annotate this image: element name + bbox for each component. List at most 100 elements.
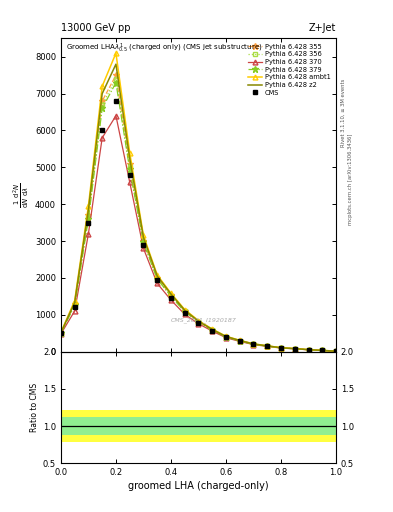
Pythia 6.428 379 <box>182 309 187 315</box>
Line: Pythia 6.428 356: Pythia 6.428 356 <box>59 76 338 354</box>
Pythia 6.428 370 <box>114 113 118 119</box>
CMS <box>155 276 160 283</box>
Pythia 6.428 355 <box>100 98 105 104</box>
Pythia 6.428 ambt1 <box>237 337 242 344</box>
Pythia 6.428 ambt1 <box>141 232 146 239</box>
Pythia 6.428 ambt1 <box>265 343 270 349</box>
CMS <box>86 220 91 226</box>
Pythia 6.428 ambt1 <box>251 341 256 347</box>
Pythia 6.428 356 <box>59 330 63 336</box>
Pythia 6.428 356 <box>182 308 187 314</box>
Pythia 6.428 z2 <box>251 341 256 347</box>
Pythia 6.428 370 <box>279 345 283 351</box>
Pythia 6.428 z2 <box>306 347 311 353</box>
Pythia 6.428 379 <box>114 79 118 86</box>
CMS <box>169 295 173 301</box>
Text: Z+Jet: Z+Jet <box>309 23 336 33</box>
Pythia 6.428 z2 <box>224 333 228 339</box>
Pythia 6.428 z2 <box>320 347 325 353</box>
Pythia 6.428 379 <box>306 347 311 353</box>
Pythia 6.428 379 <box>292 346 297 352</box>
Pythia 6.428 356 <box>114 76 118 82</box>
Pythia 6.428 z2 <box>100 91 105 97</box>
Pythia 6.428 379 <box>210 327 215 333</box>
Pythia 6.428 z2 <box>292 346 297 352</box>
Pythia 6.428 370 <box>292 346 297 352</box>
Pythia 6.428 ambt1 <box>320 347 325 353</box>
Pythia 6.428 355 <box>306 347 311 353</box>
Pythia 6.428 370 <box>251 342 256 348</box>
Pythia 6.428 379 <box>334 348 338 354</box>
Line: Pythia 6.428 355: Pythia 6.428 355 <box>58 72 339 354</box>
Pythia 6.428 z2 <box>182 307 187 313</box>
Pythia 6.428 370 <box>59 331 63 337</box>
Pythia 6.428 z2 <box>237 337 242 344</box>
Pythia 6.428 379 <box>155 276 160 282</box>
Pythia 6.428 370 <box>224 335 228 341</box>
Pythia 6.428 356 <box>306 347 311 353</box>
Pythia 6.428 z2 <box>169 291 173 297</box>
Pythia 6.428 355 <box>237 337 242 344</box>
Pythia 6.428 ambt1 <box>292 346 297 352</box>
Pythia 6.428 370 <box>210 328 215 334</box>
Pythia 6.428 370 <box>237 338 242 345</box>
Line: Pythia 6.428 ambt1: Pythia 6.428 ambt1 <box>59 51 338 354</box>
Text: Groomed LHA$\lambda^1_{0.5}$ (charged only) (CMS jet substructure): Groomed LHA$\lambda^1_{0.5}$ (charged on… <box>66 41 263 55</box>
Pythia 6.428 379 <box>320 347 325 353</box>
Pythia 6.428 355 <box>182 308 187 314</box>
Pythia 6.428 ambt1 <box>210 326 215 332</box>
Pythia 6.428 356 <box>251 341 256 347</box>
Pythia 6.428 z2 <box>196 318 201 324</box>
Pythia 6.428 370 <box>265 344 270 350</box>
Pythia 6.428 370 <box>306 347 311 353</box>
Pythia 6.428 355 <box>169 292 173 298</box>
Pythia 6.428 ambt1 <box>169 290 173 296</box>
Pythia 6.428 z2 <box>59 330 63 336</box>
Pythia 6.428 ambt1 <box>155 272 160 278</box>
Pythia 6.428 ambt1 <box>100 83 105 90</box>
Pythia 6.428 ambt1 <box>182 307 187 313</box>
Pythia 6.428 ambt1 <box>86 203 91 209</box>
Pythia 6.428 ambt1 <box>306 347 311 353</box>
Pythia 6.428 z2 <box>141 234 146 241</box>
Pythia 6.428 ambt1 <box>114 50 118 56</box>
Pythia 6.428 355 <box>251 341 256 347</box>
CMS <box>292 346 297 352</box>
Pythia 6.428 355 <box>196 318 201 325</box>
Y-axis label: $\frac{1}{\mathrm{d}N}\frac{\mathrm{d}^2N}{\mathrm{d}\lambda}$: $\frac{1}{\mathrm{d}N}\frac{\mathrm{d}^2… <box>11 182 31 208</box>
Pythia 6.428 ambt1 <box>196 317 201 324</box>
Pythia 6.428 356 <box>72 301 77 307</box>
Pythia 6.428 379 <box>279 345 283 351</box>
Pythia 6.428 ambt1 <box>279 345 283 351</box>
Pythia 6.428 z2 <box>127 155 132 161</box>
Pythia 6.428 z2 <box>265 343 270 349</box>
Legend: Pythia 6.428 355, Pythia 6.428 356, Pythia 6.428 370, Pythia 6.428 379, Pythia 6: Pythia 6.428 355, Pythia 6.428 356, Pyth… <box>246 42 333 98</box>
Pythia 6.428 355 <box>59 330 63 336</box>
Pythia 6.428 379 <box>86 216 91 222</box>
Pythia 6.428 z2 <box>72 300 77 306</box>
Pythia 6.428 370 <box>196 321 201 327</box>
Pythia 6.428 z2 <box>155 273 160 279</box>
Pythia 6.428 370 <box>334 348 338 354</box>
Pythia 6.428 355 <box>320 347 325 353</box>
Pythia 6.428 356 <box>141 239 146 245</box>
Pythia 6.428 355 <box>72 301 77 307</box>
Pythia 6.428 370 <box>169 297 173 303</box>
Pythia 6.428 355 <box>265 343 270 349</box>
Pythia 6.428 356 <box>127 164 132 170</box>
Pythia 6.428 379 <box>265 343 270 349</box>
CMS <box>141 242 146 248</box>
Pythia 6.428 355 <box>210 327 215 333</box>
Pythia 6.428 355 <box>155 275 160 281</box>
Pythia 6.428 ambt1 <box>334 348 338 354</box>
CMS <box>196 319 201 326</box>
Pythia 6.428 ambt1 <box>59 329 63 335</box>
Pythia 6.428 355 <box>141 238 146 244</box>
Pythia 6.428 356 <box>196 319 201 325</box>
Pythia 6.428 ambt1 <box>72 297 77 304</box>
Pythia 6.428 z2 <box>86 207 91 213</box>
Pythia 6.428 370 <box>127 179 132 185</box>
Pythia 6.428 379 <box>100 105 105 112</box>
Line: Pythia 6.428 370: Pythia 6.428 370 <box>59 113 338 354</box>
Pythia 6.428 379 <box>237 338 242 344</box>
